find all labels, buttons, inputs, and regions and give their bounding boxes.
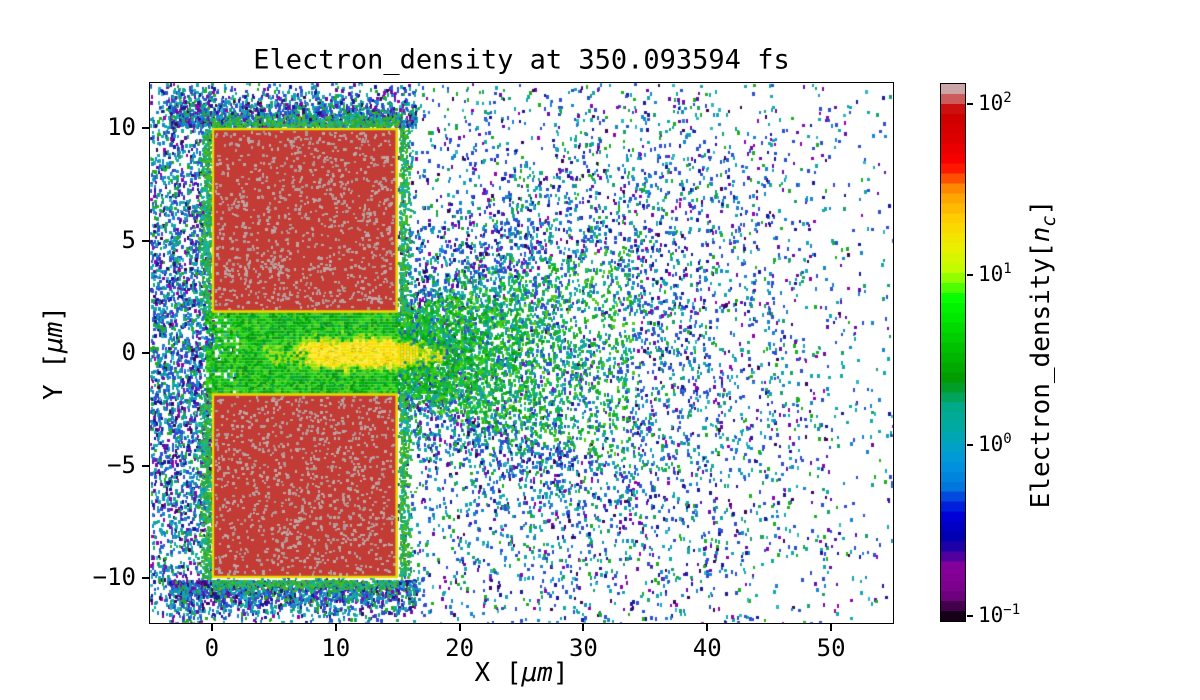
x-tick-label: 20	[445, 634, 475, 662]
x-tick-mark	[458, 624, 461, 631]
y-tick-mark	[142, 127, 149, 129]
x-tick-label: 10	[321, 634, 351, 662]
colorbar-tick-label: 101	[978, 260, 1012, 286]
colorbar-tick-mark	[967, 615, 973, 617]
x-tick-mark	[582, 624, 585, 631]
plot-frame	[149, 82, 894, 624]
x-tick-mark	[706, 624, 709, 631]
colorbar-label: Electron_density[nc]	[1026, 199, 1060, 508]
colorbar-tick-mark	[967, 273, 973, 276]
y-tick-label: 10	[107, 113, 136, 141]
y-axis-label: Y [μm]	[39, 306, 69, 400]
x-tick-label: 40	[692, 634, 722, 662]
y-label-close: ]	[39, 306, 69, 322]
x-tick-mark	[334, 624, 337, 631]
colorbar-label-text: Electron_density[	[1025, 241, 1056, 508]
y-label-unit: μm	[39, 321, 69, 353]
x-tick-mark	[210, 624, 213, 631]
x-label-unit: μm	[521, 658, 553, 688]
colorbar-tick-mark	[967, 102, 973, 105]
colorbar-tick-label: 10−1	[978, 602, 1021, 627]
y-tick-mark	[142, 239, 149, 242]
colorbar	[940, 83, 966, 622]
y-label-text: Y [	[39, 353, 69, 400]
y-tick-label: 5	[121, 225, 136, 254]
colorbar-label-var: n	[1025, 226, 1056, 242]
y-tick-label: 0	[121, 338, 136, 366]
x-axis-label: X [μm]	[475, 658, 569, 688]
x-tick-label: 30	[568, 634, 598, 662]
y-tick-label: −5	[107, 450, 136, 479]
y-tick-label: −10	[92, 563, 136, 591]
chart-title: Electron_density at 350.093594 fs	[253, 44, 790, 76]
y-tick-mark	[142, 577, 149, 579]
x-tick-label: 50	[816, 634, 846, 662]
colorbar-label-close: ]	[1025, 199, 1056, 215]
x-label-text: X [	[474, 658, 522, 688]
colorbar-tick-mark	[967, 444, 973, 447]
colorbar-tick-label: 102	[978, 89, 1012, 115]
colorbar-label-subscript: c	[1039, 214, 1061, 227]
x-label-close: ]	[552, 658, 569, 688]
y-tick-mark	[142, 352, 149, 354]
colorbar-tick-label: 100	[978, 431, 1012, 457]
x-tick-label: 0	[204, 634, 220, 662]
y-tick-mark	[142, 464, 149, 467]
x-tick-mark	[830, 624, 833, 631]
